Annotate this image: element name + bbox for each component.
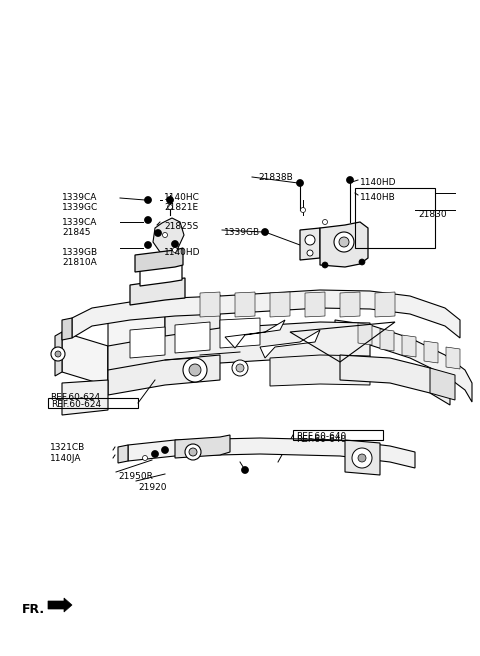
Polygon shape bbox=[118, 445, 128, 463]
Circle shape bbox=[262, 228, 268, 236]
Circle shape bbox=[168, 198, 172, 202]
Circle shape bbox=[359, 259, 365, 265]
Polygon shape bbox=[402, 335, 416, 357]
Circle shape bbox=[163, 232, 168, 237]
Polygon shape bbox=[128, 438, 415, 468]
Text: 1339GB: 1339GB bbox=[224, 228, 260, 237]
Circle shape bbox=[171, 241, 179, 247]
Text: 1140HC: 1140HC bbox=[164, 193, 200, 202]
Circle shape bbox=[155, 230, 161, 237]
Circle shape bbox=[172, 247, 178, 253]
Polygon shape bbox=[260, 330, 320, 358]
Circle shape bbox=[161, 447, 168, 453]
Text: FR.: FR. bbox=[22, 603, 45, 616]
Polygon shape bbox=[55, 332, 62, 376]
Circle shape bbox=[236, 364, 244, 372]
Polygon shape bbox=[130, 278, 185, 305]
Polygon shape bbox=[62, 318, 72, 340]
Circle shape bbox=[339, 237, 349, 247]
Polygon shape bbox=[48, 598, 72, 612]
Polygon shape bbox=[335, 320, 472, 402]
Polygon shape bbox=[220, 318, 260, 348]
Circle shape bbox=[55, 351, 61, 357]
Polygon shape bbox=[108, 355, 220, 395]
Circle shape bbox=[307, 250, 313, 256]
Circle shape bbox=[241, 466, 249, 474]
Text: 1140HD: 1140HD bbox=[164, 248, 201, 257]
Polygon shape bbox=[62, 332, 108, 386]
Polygon shape bbox=[320, 222, 368, 267]
Circle shape bbox=[358, 454, 366, 462]
Polygon shape bbox=[140, 262, 182, 286]
Circle shape bbox=[322, 262, 328, 268]
Circle shape bbox=[297, 180, 303, 186]
Polygon shape bbox=[375, 292, 395, 317]
Polygon shape bbox=[72, 290, 460, 338]
Text: 21821E: 21821E bbox=[164, 203, 198, 212]
Circle shape bbox=[352, 448, 372, 468]
Text: REF.60-640: REF.60-640 bbox=[296, 432, 346, 441]
Polygon shape bbox=[358, 323, 372, 345]
Polygon shape bbox=[235, 292, 255, 317]
Text: 1339CA: 1339CA bbox=[62, 193, 97, 202]
Polygon shape bbox=[300, 228, 320, 260]
Polygon shape bbox=[305, 292, 325, 317]
Text: 1140HB: 1140HB bbox=[360, 193, 396, 202]
Polygon shape bbox=[175, 435, 230, 458]
Circle shape bbox=[189, 448, 197, 456]
Text: REF.60-640: REF.60-640 bbox=[296, 435, 346, 444]
Circle shape bbox=[168, 205, 172, 209]
Polygon shape bbox=[270, 355, 370, 386]
Circle shape bbox=[144, 216, 152, 224]
Circle shape bbox=[183, 358, 207, 382]
Text: 21810A: 21810A bbox=[62, 258, 97, 267]
Polygon shape bbox=[153, 218, 184, 255]
Text: 21950R: 21950R bbox=[118, 472, 153, 481]
Circle shape bbox=[347, 176, 353, 184]
Polygon shape bbox=[175, 322, 210, 353]
Text: 1321CB: 1321CB bbox=[50, 443, 85, 452]
Polygon shape bbox=[108, 302, 165, 370]
Circle shape bbox=[185, 444, 201, 460]
Polygon shape bbox=[135, 248, 183, 272]
Text: 21920: 21920 bbox=[138, 483, 167, 492]
Polygon shape bbox=[340, 355, 450, 405]
Circle shape bbox=[323, 220, 327, 224]
Circle shape bbox=[334, 232, 354, 252]
Polygon shape bbox=[380, 329, 394, 351]
Text: 1339GC: 1339GC bbox=[62, 203, 98, 212]
Circle shape bbox=[305, 235, 315, 245]
Text: REF.60-624: REF.60-624 bbox=[51, 400, 101, 409]
Circle shape bbox=[51, 347, 65, 361]
Polygon shape bbox=[270, 292, 290, 317]
Text: 21838B: 21838B bbox=[258, 173, 293, 182]
Text: 1339CA: 1339CA bbox=[62, 218, 97, 227]
Polygon shape bbox=[108, 322, 370, 380]
Polygon shape bbox=[430, 368, 455, 400]
Text: 1339GB: 1339GB bbox=[62, 248, 98, 257]
Circle shape bbox=[189, 364, 201, 376]
Polygon shape bbox=[62, 380, 108, 415]
Text: 1140JA: 1140JA bbox=[50, 454, 82, 463]
Polygon shape bbox=[165, 295, 220, 360]
Text: 21825S: 21825S bbox=[164, 222, 198, 231]
Polygon shape bbox=[340, 292, 360, 317]
Polygon shape bbox=[446, 347, 460, 369]
Polygon shape bbox=[130, 327, 165, 358]
Circle shape bbox=[144, 241, 152, 249]
Circle shape bbox=[144, 197, 152, 203]
Polygon shape bbox=[200, 292, 220, 317]
Text: 21845: 21845 bbox=[62, 228, 91, 237]
Circle shape bbox=[232, 360, 248, 376]
Circle shape bbox=[152, 451, 158, 457]
Circle shape bbox=[300, 207, 305, 213]
Text: 21830: 21830 bbox=[418, 210, 446, 219]
Polygon shape bbox=[225, 320, 285, 348]
Polygon shape bbox=[345, 440, 380, 475]
Circle shape bbox=[143, 455, 147, 461]
Polygon shape bbox=[424, 341, 438, 363]
Text: REF.60-624: REF.60-624 bbox=[50, 393, 100, 402]
Text: 1140HD: 1140HD bbox=[360, 178, 396, 187]
Circle shape bbox=[167, 197, 173, 203]
